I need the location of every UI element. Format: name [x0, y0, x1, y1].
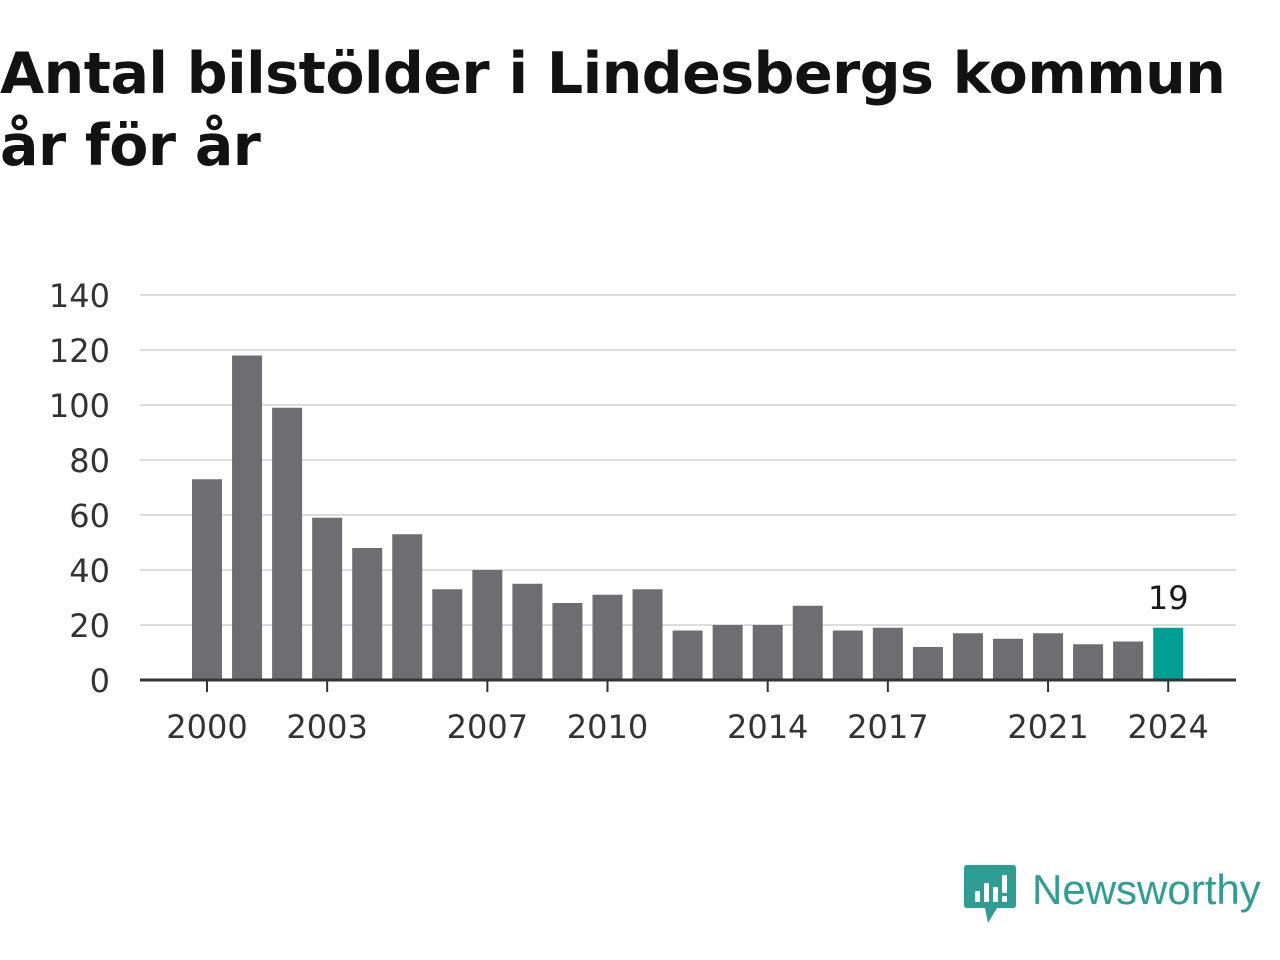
bar-2024	[1153, 627, 1184, 680]
bar-2015	[792, 605, 823, 680]
x-axis	[140, 678, 1236, 692]
bar-2014	[752, 625, 783, 680]
bar-2017	[872, 627, 903, 680]
bar-2012	[672, 630, 703, 680]
bar-2008	[512, 583, 543, 680]
bar-2003	[312, 517, 343, 680]
bar-2019	[952, 633, 983, 680]
x-tick-label: 2017	[847, 708, 928, 746]
y-tick-label: 120	[49, 332, 110, 370]
bar-2023	[1113, 641, 1144, 680]
newsworthy-logo-text: Newsworthy	[1032, 866, 1261, 913]
bar-2009	[552, 603, 583, 680]
x-tick-label: 2003	[286, 708, 367, 746]
bars	[192, 355, 1184, 680]
newsworthy-logo: Newsworthy	[964, 865, 1276, 929]
y-tick-label: 40	[69, 552, 110, 590]
bar-2016	[832, 630, 863, 680]
y-axis-tick-labels: 0 20 40 60 80 100 120 140	[49, 277, 110, 700]
x-tick-label: 2014	[727, 708, 808, 746]
bar-2018	[912, 647, 943, 680]
y-tick-label: 80	[69, 442, 110, 480]
y-tick-label: 60	[69, 497, 110, 535]
bar-2020	[993, 638, 1023, 680]
data-labels: 19	[1148, 579, 1189, 617]
chart-title: Antal bilstölder i Lindesbergs kommun år…	[0, 38, 1270, 182]
x-axis-tick-labels: 2000 2003 2007 2010 2014 2017 2021 2024	[166, 708, 1209, 746]
bar-2006	[432, 589, 463, 680]
data-label-2024: 19	[1148, 579, 1189, 617]
y-tick-label: 20	[69, 607, 110, 645]
bar-2000	[192, 479, 222, 680]
newsworthy-logo-icon	[964, 865, 1016, 923]
bar-2005	[392, 534, 423, 680]
bar-2022	[1073, 644, 1104, 680]
bar-2002	[272, 407, 303, 680]
x-tick-label: 2021	[1007, 708, 1088, 746]
y-tick-label: 100	[49, 387, 110, 425]
x-tick-label: 2010	[567, 708, 648, 746]
bar-2004	[352, 548, 383, 680]
x-tick-label: 2007	[447, 708, 528, 746]
chart-title-line-2: år för år	[0, 113, 261, 179]
bar-2013	[712, 625, 743, 680]
chart-title-line-1: Antal bilstölder i Lindesbergs kommun	[0, 41, 1226, 107]
bar-2001	[232, 355, 263, 680]
bar-2010	[592, 594, 623, 680]
x-tick-label: 2024	[1127, 708, 1208, 746]
y-tick-label: 0	[90, 662, 110, 700]
bar-2011	[632, 589, 663, 680]
y-tick-label: 140	[49, 277, 110, 315]
gridlines	[140, 294, 1236, 626]
bar-2007	[472, 570, 503, 680]
x-tick-label: 2000	[166, 708, 247, 746]
bar-2021	[1033, 633, 1064, 680]
